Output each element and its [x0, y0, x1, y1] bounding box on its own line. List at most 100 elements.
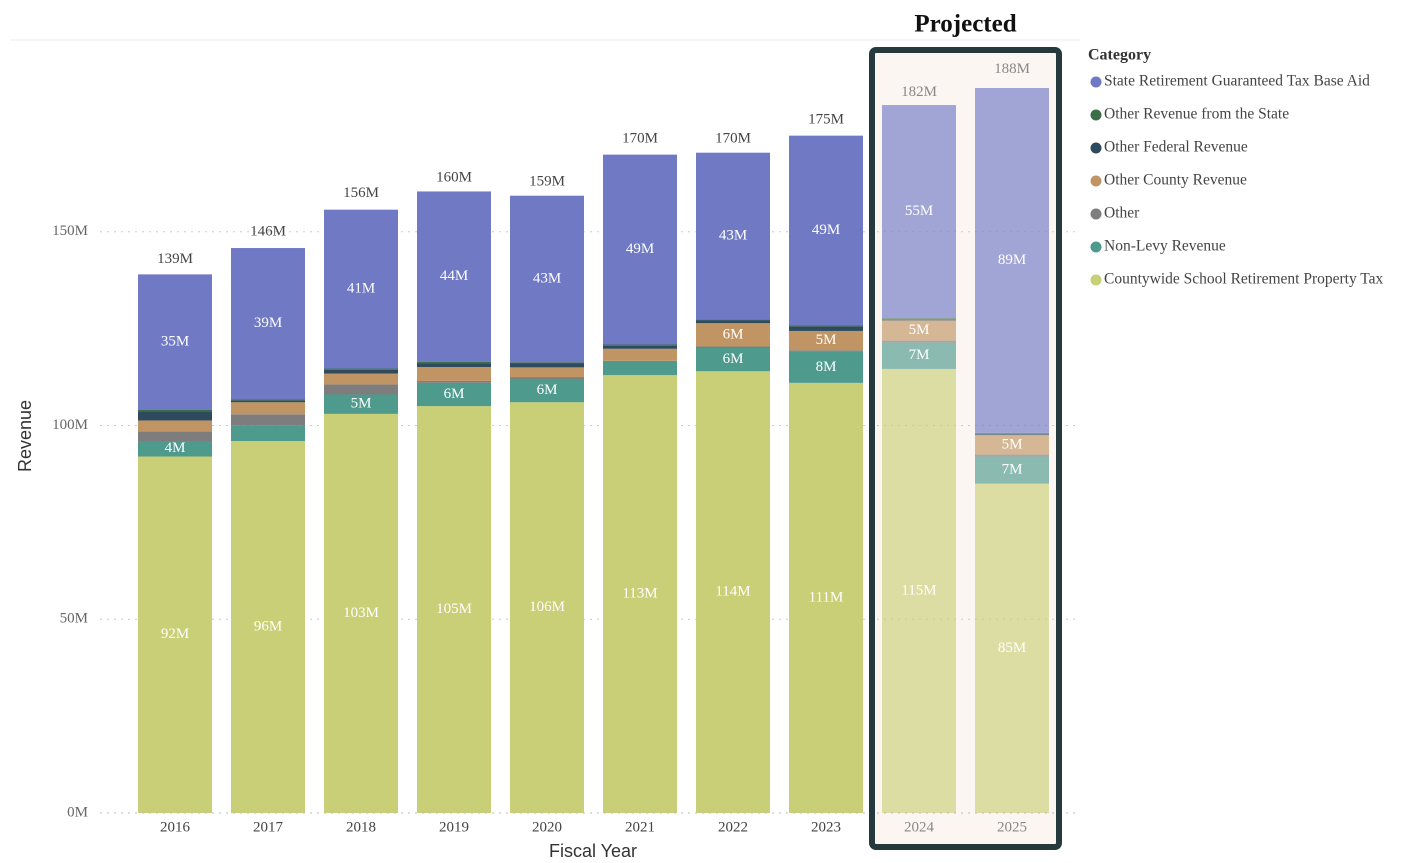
bar-segment: [510, 195, 584, 363]
total-label: 188M: [994, 61, 1030, 77]
bar-segment: [138, 410, 212, 412]
data-label: 6M: [723, 351, 744, 367]
bar-segment: [138, 441, 212, 457]
bar-segment: [324, 373, 398, 385]
bar-segment: [975, 454, 1049, 457]
bar-segment: [975, 87, 1049, 433]
bar-segment: [603, 348, 677, 361]
bar-segment: [789, 330, 863, 351]
bar-segment: [417, 406, 491, 813]
y-tick-label: 100M: [52, 417, 88, 433]
projected-box: [869, 47, 1062, 850]
bar-segment: [510, 377, 584, 379]
bar-segment: [417, 380, 491, 383]
x-tick-label: 2020: [532, 819, 562, 835]
legend-label: Other Revenue from the State: [1104, 106, 1289, 123]
bar-segment: [510, 402, 584, 813]
data-label: 6M: [537, 382, 558, 398]
x-tick-label: 2023: [811, 819, 841, 835]
bar-segment: [324, 384, 398, 395]
bar-segment: [789, 135, 863, 326]
x-tick-label: 2018: [346, 819, 376, 835]
projected-label: Projected: [914, 11, 1016, 38]
legend-label: Other County Revenue: [1104, 172, 1247, 189]
data-label: 96M: [254, 618, 282, 634]
data-label: 115M: [901, 582, 936, 598]
bar-segment: [510, 363, 584, 368]
total-label: 159M: [529, 173, 565, 189]
bar-segment: [789, 325, 863, 327]
bar-segment: [231, 425, 305, 441]
data-label: 39M: [254, 315, 282, 331]
data-label: 5M: [351, 396, 372, 412]
x-tick-label: 2022: [718, 819, 748, 835]
legend-marker: [1090, 175, 1102, 187]
data-label: 41M: [347, 281, 375, 297]
total-label: 182M: [901, 84, 937, 100]
bar-segment: [324, 369, 398, 374]
legend-marker: [1090, 208, 1102, 220]
legend-label: Countywide School Retirement Property Ta…: [1104, 271, 1384, 288]
x-axis-title: Fiscal Year: [549, 841, 637, 861]
data-label: 55M: [905, 203, 933, 219]
data-label: 5M: [816, 332, 837, 348]
bar-segment: [231, 248, 305, 400]
y-tick-label: 0M: [67, 804, 88, 820]
legend-marker: [1090, 142, 1102, 154]
bar-segment: [138, 456, 212, 813]
data-label: 6M: [444, 386, 465, 402]
bar-segment: [975, 434, 1049, 436]
legend-title: Category: [1088, 47, 1151, 64]
total-label: 139M: [157, 251, 193, 267]
bar-segment: [789, 351, 863, 383]
bar-segment: [696, 152, 770, 320]
bar-segment: [510, 379, 584, 403]
bar-segment: [789, 350, 863, 352]
bar-segment: [603, 345, 677, 349]
data-label: 113M: [622, 586, 657, 602]
bar-segment: [417, 363, 491, 367]
data-label: 6M: [723, 326, 744, 342]
bar-segment: [324, 209, 398, 369]
total-label: 175M: [808, 111, 844, 127]
bar-segment: [882, 368, 956, 813]
bar-segment: [975, 483, 1049, 813]
bar-segment: [231, 399, 305, 401]
legend-marker: [1090, 76, 1102, 88]
data-label: 4M: [165, 440, 186, 456]
x-tick-label: 2024: [904, 819, 935, 835]
x-tick-label: 2017: [253, 819, 284, 835]
total-label: 170M: [715, 131, 751, 147]
bar-segment: [882, 318, 956, 320]
data-label: 105M: [436, 601, 472, 617]
bar-segment: [231, 400, 305, 403]
total-label: 170M: [622, 131, 658, 147]
bar-segment: [417, 191, 491, 362]
bar-segment: [975, 435, 1049, 455]
bar-segment: [882, 320, 956, 341]
data-label: 43M: [719, 227, 747, 243]
y-tick-label: 50M: [60, 611, 88, 627]
data-label: 49M: [626, 241, 654, 257]
bar-segment: [417, 366, 491, 381]
bar-segment: [696, 320, 770, 324]
bar-segment: [882, 340, 956, 343]
total-label: 156M: [343, 185, 379, 201]
bar-segment: [603, 154, 677, 345]
bar-segment: [696, 319, 770, 321]
data-label: 8M: [816, 359, 837, 375]
data-label: 92M: [161, 626, 189, 642]
data-label: 5M: [909, 322, 930, 338]
bar-segment: [138, 411, 212, 421]
data-label: 49M: [812, 222, 840, 238]
legend-label: Other: [1104, 205, 1140, 222]
bar-segment: [789, 382, 863, 813]
bar-segment: [603, 360, 677, 362]
bar-segment: [231, 402, 305, 415]
bar-segment: [417, 382, 491, 407]
bar-segment: [138, 431, 212, 441]
bar-segment: [882, 319, 956, 321]
bar-segment: [324, 413, 398, 813]
bar-segment: [231, 441, 305, 813]
